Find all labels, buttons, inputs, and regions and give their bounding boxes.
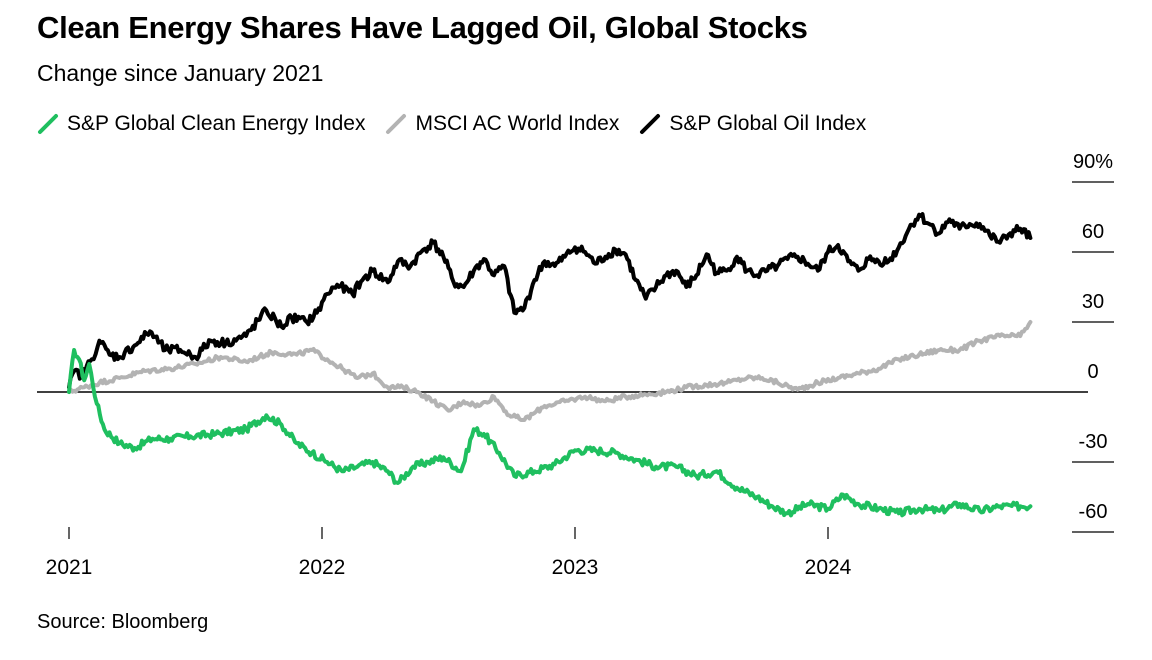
legend-item-msci-world: MSCI AC World Index [385, 112, 619, 136]
x-tick-label: 2023 [552, 556, 599, 579]
y-tick-label: -60 [1079, 501, 1108, 523]
series-line-oil [67, 212, 1033, 390]
legend-swatch-msci-world [386, 114, 407, 134]
y-tick-label: 90% [1073, 151, 1113, 173]
x-tick-label: 2021 [46, 556, 93, 579]
chart-title: Clean Energy Shares Have Lagged Oil, Glo… [37, 10, 808, 45]
legend-swatch-clean-energy [38, 114, 58, 134]
legend-swatch-oil [640, 114, 661, 134]
y-tick-label: -30 [1079, 431, 1108, 453]
series-line-msci-world [67, 320, 1033, 422]
legend-label-oil: S&P Global Oil Index [669, 112, 867, 135]
y-tick-label: 0 [1087, 361, 1098, 383]
series-line-clean-energy [67, 348, 1033, 518]
legend-label-clean-energy: S&P Global Clean Energy Index [67, 112, 366, 135]
source-note: Source: Bloomberg [37, 611, 209, 633]
x-tick-label: 2024 [805, 556, 852, 579]
y-tick-label: 60 [1082, 221, 1104, 243]
legend-item-clean-energy: S&P Global Clean Energy Index [37, 112, 365, 136]
x-tick-label: 2022 [299, 556, 346, 579]
legend: S&P Global Clean Energy Index MSCI AC Wo… [37, 112, 866, 136]
legend-item-oil: S&P Global Oil Index [639, 112, 866, 136]
legend-label-msci-world: MSCI AC World Index [415, 112, 620, 135]
chart-subtitle: Change since January 2021 [37, 60, 324, 86]
y-tick-label: 30 [1082, 291, 1104, 313]
